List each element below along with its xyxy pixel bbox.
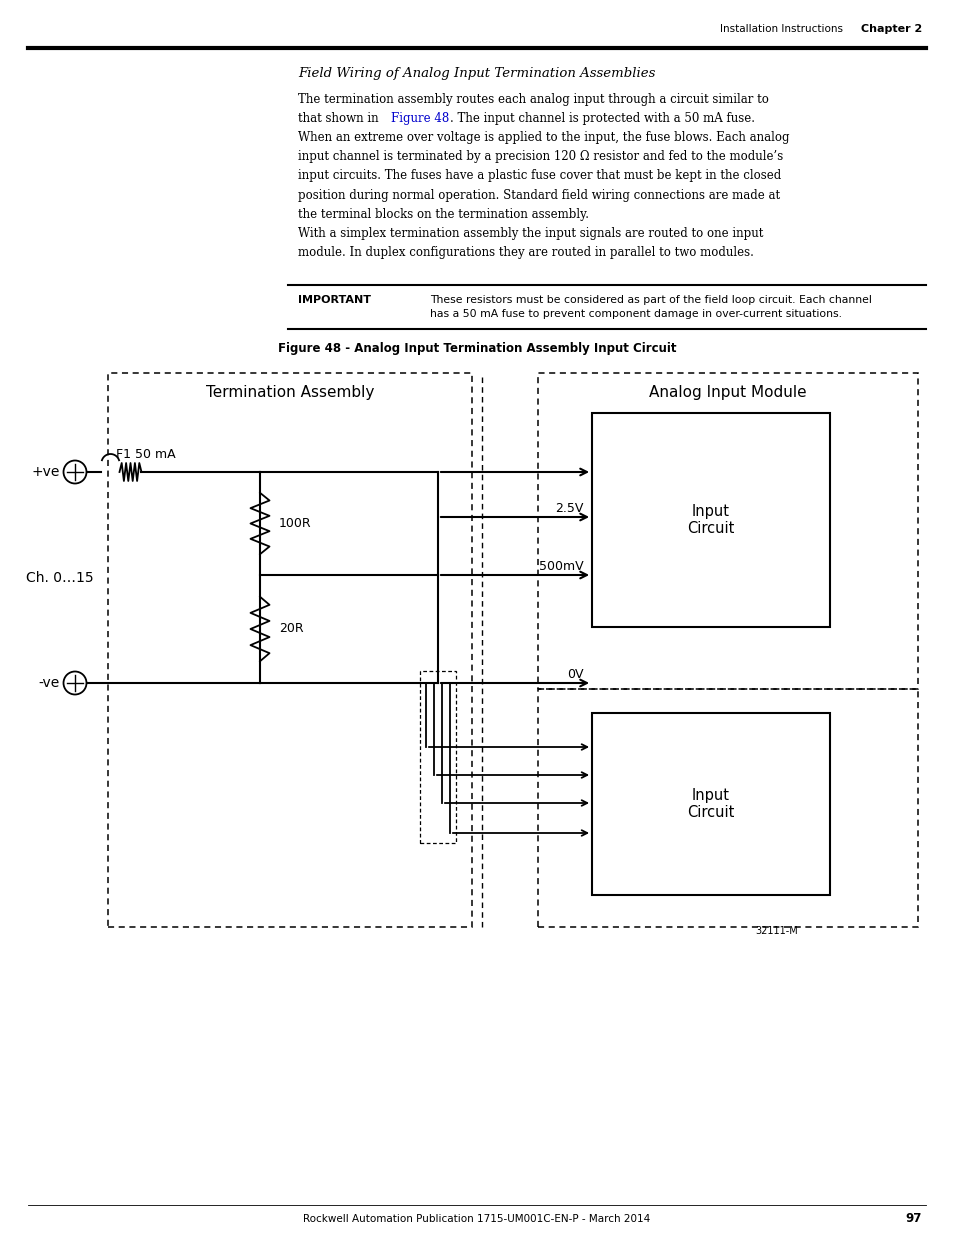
Text: . The input channel is protected with a 50 mA fuse.: . The input channel is protected with a …: [449, 111, 754, 125]
Bar: [592, 713, 829, 895]
Text: the terminal blocks on the termination assembly.: the terminal blocks on the termination a…: [297, 207, 588, 221]
Text: When an extreme over voltage is applied to the input, the fuse blows. Each analo: When an extreme over voltage is applied …: [297, 131, 789, 144]
Text: 0V: 0V: [567, 668, 583, 682]
Text: that shown in: that shown in: [297, 111, 382, 125]
Text: 500mV: 500mV: [538, 561, 583, 573]
Text: Input
Circuit: Input Circuit: [686, 788, 734, 820]
Text: F1 50 mA: F1 50 mA: [116, 448, 176, 462]
Text: Chapter 2: Chapter 2: [860, 23, 921, 35]
Text: position during normal operation. Standard field wiring connections are made at: position during normal operation. Standa…: [297, 189, 780, 201]
Text: input channel is terminated by a precision 120 Ω resistor and fed to the module’: input channel is terminated by a precisi…: [297, 151, 782, 163]
Text: module. In duplex configurations they are routed in parallel to two modules.: module. In duplex configurations they ar…: [297, 246, 753, 258]
Text: 100R: 100R: [278, 517, 312, 530]
Text: 20R: 20R: [278, 622, 303, 636]
Text: has a 50 mA fuse to prevent component damage in over-current situations.: has a 50 mA fuse to prevent component da…: [430, 310, 841, 320]
Text: Ch. 0…15: Ch. 0…15: [26, 571, 93, 584]
Text: 32111-M: 32111-M: [754, 926, 797, 936]
Text: Rockwell Automation Publication 1715-UM001C-EN-P - March 2014: Rockwell Automation Publication 1715-UM0…: [303, 1214, 650, 1224]
Text: The termination assembly routes each analog input through a circuit similar to: The termination assembly routes each ana…: [297, 93, 768, 105]
Text: Analog Input Module: Analog Input Module: [648, 384, 806, 399]
Text: Field Wiring of Analog Input Termination Assemblies: Field Wiring of Analog Input Termination…: [297, 67, 655, 79]
Text: +ve: +ve: [31, 466, 60, 479]
Text: Installation Instructions: Installation Instructions: [720, 23, 842, 35]
Text: Input
Circuit: Input Circuit: [686, 504, 734, 536]
Bar: [592, 412, 829, 627]
Text: -ve: -ve: [39, 676, 60, 690]
Text: Figure 48 - Analog Input Termination Assembly Input Circuit: Figure 48 - Analog Input Termination Ass…: [277, 342, 676, 354]
Text: Figure 48: Figure 48: [391, 111, 449, 125]
Text: input circuits. The fuses have a plastic fuse cover that must be kept in the clo: input circuits. The fuses have a plastic…: [297, 169, 781, 183]
Text: With a simplex termination assembly the input signals are routed to one input: With a simplex termination assembly the …: [297, 226, 762, 240]
Text: Termination Assembly: Termination Assembly: [206, 384, 374, 399]
Text: 2.5V: 2.5V: [555, 503, 583, 515]
Text: 97: 97: [904, 1213, 921, 1225]
Text: IMPORTANT: IMPORTANT: [297, 295, 371, 305]
Text: These resistors must be considered as part of the field loop circuit. Each chann: These resistors must be considered as pa…: [430, 295, 871, 305]
